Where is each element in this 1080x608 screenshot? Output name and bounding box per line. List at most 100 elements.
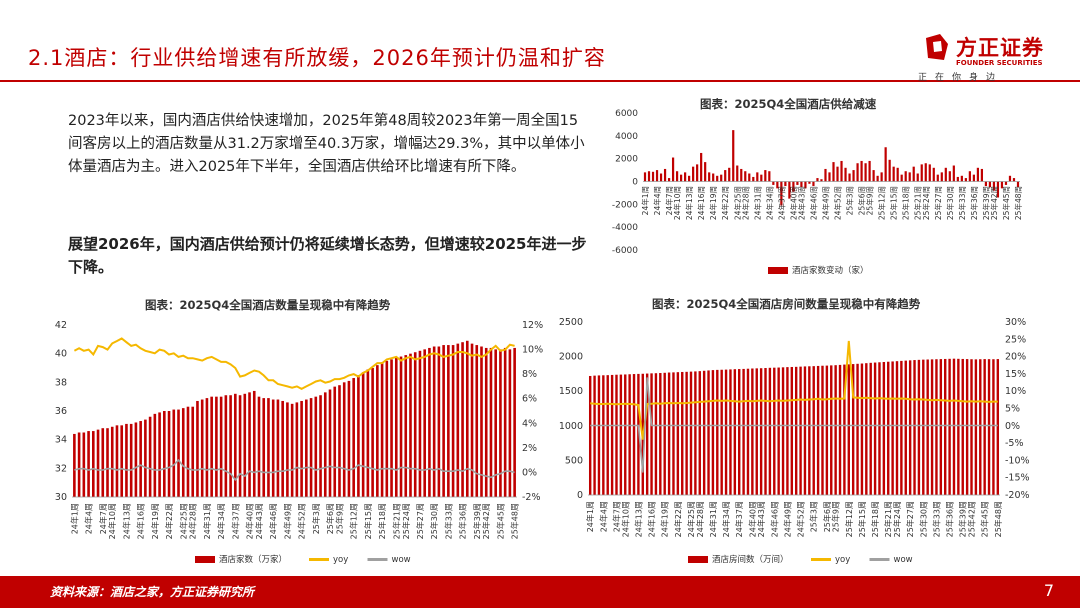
bar	[746, 368, 750, 495]
y-tick-label: -4000	[612, 223, 638, 233]
x-tick-label: 24年46周	[808, 186, 818, 220]
bar	[494, 349, 497, 497]
x-tick-label: 24年22周	[720, 186, 730, 220]
bar	[125, 423, 128, 497]
x-tick-label: 25年27周	[415, 503, 425, 539]
y2-tick-label: -5%	[1005, 438, 1024, 449]
bar	[944, 358, 947, 495]
bar	[869, 362, 872, 495]
bar	[323, 392, 327, 497]
bar	[399, 356, 403, 497]
x-tick-label: 24年10周	[107, 503, 117, 539]
bar	[800, 181, 803, 188]
x-tick-label: 25年33周	[931, 501, 941, 537]
bar	[987, 359, 991, 495]
bar	[759, 368, 763, 495]
bar	[773, 367, 776, 495]
bar	[777, 367, 780, 495]
bar	[904, 171, 907, 182]
bar	[489, 347, 493, 497]
y2-tick-label: -10%	[1005, 455, 1030, 466]
bar	[696, 164, 699, 182]
bar	[768, 171, 771, 182]
bar	[681, 371, 684, 495]
x-tick-label: 24年46周	[268, 503, 278, 539]
bar	[824, 168, 827, 182]
bar	[200, 399, 204, 497]
x-tick-label: 24年49周	[282, 503, 292, 539]
y-tick-label: 36	[55, 406, 67, 417]
bar	[852, 170, 855, 182]
y2-tick-label: 30%	[1005, 317, 1026, 328]
bar	[922, 359, 925, 495]
x-tick-label: 24年22周	[673, 501, 683, 537]
x-tick-label: 25年3周	[845, 186, 855, 215]
bar	[968, 171, 971, 182]
bar	[409, 353, 412, 497]
bar	[830, 365, 833, 495]
bar	[484, 347, 488, 497]
x-tick-label: 24年37周	[230, 503, 240, 539]
x-tick-label: 25年3周	[809, 501, 819, 532]
bar	[756, 172, 759, 182]
bar	[838, 364, 842, 495]
bar	[924, 163, 927, 182]
bar	[740, 168, 743, 182]
y-tick-label: 42	[55, 320, 67, 331]
bar	[764, 368, 767, 495]
x-tick-label: 25年3周	[311, 503, 321, 534]
bar	[243, 393, 247, 497]
bar	[720, 369, 723, 495]
x-tick-label: 25年12周	[349, 503, 359, 539]
bar	[144, 419, 147, 497]
bar	[305, 399, 308, 497]
x-tick-label: 25年21周	[913, 186, 923, 220]
x-tick-label: 24年10周	[620, 501, 630, 537]
x-tick-label: 24年31周	[752, 186, 762, 220]
x-tick-label: 25年39周	[472, 503, 482, 539]
bar	[87, 431, 90, 497]
bar	[637, 373, 640, 495]
x-tick-label: 24年7周	[611, 501, 621, 532]
bar	[961, 358, 964, 495]
x-tick-label: 25年18周	[870, 501, 880, 537]
bar	[960, 175, 963, 182]
bar	[1000, 181, 1004, 189]
bar	[865, 363, 868, 495]
x-tick-label: 25年36周	[458, 503, 468, 539]
bar	[980, 168, 984, 182]
y-tick-label: 500	[565, 455, 583, 466]
bar	[828, 172, 831, 182]
bar	[707, 370, 710, 495]
x-tick-label: 24年4周	[652, 186, 662, 215]
x-tick-label: 25年6周	[822, 501, 832, 532]
bar	[752, 176, 755, 182]
founder-logo-icon	[926, 34, 948, 60]
y-tick-label: 1500	[559, 386, 583, 397]
x-tick-label: 24年52周	[796, 501, 806, 537]
bar	[513, 347, 516, 497]
x-tick-label: 24年16周	[647, 501, 657, 537]
x-tick-label: 24年13周	[633, 501, 643, 537]
x-tick-label: 25年27周	[905, 501, 915, 537]
source-note: 资料来源：酒店之家，方正证券研究所	[50, 585, 255, 599]
bar	[983, 359, 986, 495]
y-tick-label: 2000	[615, 155, 638, 165]
bar	[470, 343, 474, 497]
bar	[992, 181, 996, 191]
bar	[655, 170, 659, 182]
series-line-wow	[74, 458, 515, 482]
bar	[988, 181, 992, 188]
bar	[643, 172, 647, 182]
bar	[115, 425, 119, 497]
bar	[659, 373, 662, 495]
bar	[588, 375, 592, 495]
bar	[428, 347, 431, 497]
y2-tick-label: -15%	[1005, 473, 1030, 484]
y-tick-label: 38	[55, 377, 67, 388]
bar	[832, 162, 835, 182]
bar	[768, 367, 772, 495]
bar	[888, 159, 891, 182]
bar	[912, 166, 915, 182]
